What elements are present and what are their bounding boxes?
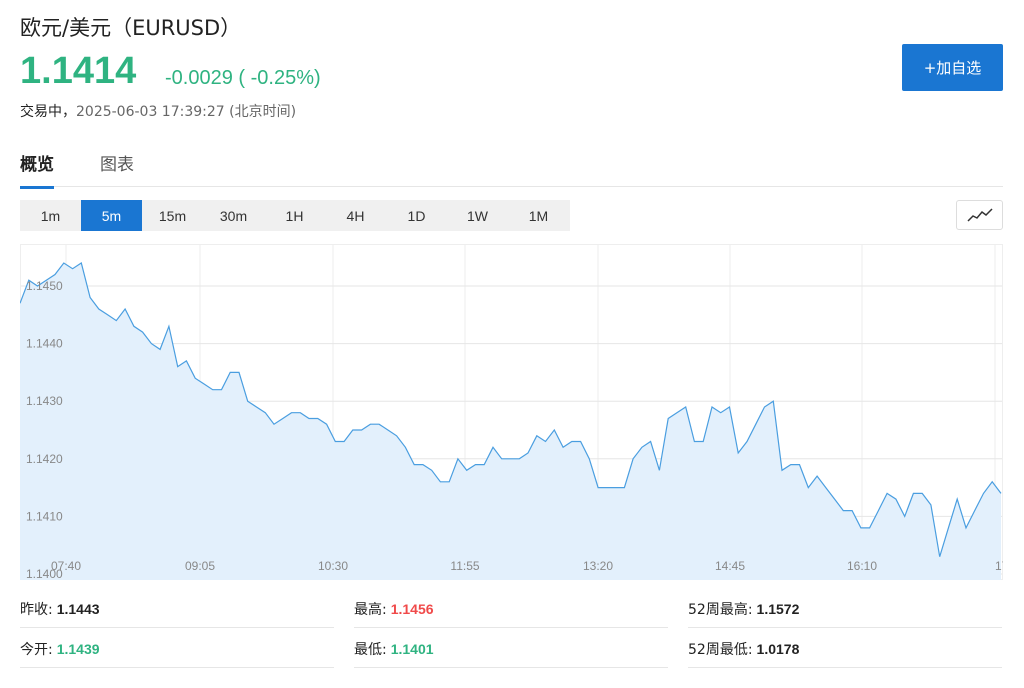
current-price: 1.1414 bbox=[20, 50, 137, 92]
stat-label: 今开: bbox=[20, 641, 53, 658]
period-selector: 1m 5m 15m 30m 1H 4H 1D 1W 1M bbox=[20, 200, 570, 231]
period-1mo[interactable]: 1M bbox=[528, 207, 549, 224]
tab-overview[interactable]: 概览 bbox=[20, 150, 54, 189]
price-change: -0.0029 ( -0.25%) bbox=[165, 67, 321, 89]
period-5m[interactable]: 5m bbox=[81, 200, 142, 231]
stat-value: 1.0178 bbox=[756, 640, 800, 657]
period-4h[interactable]: 4H bbox=[346, 207, 365, 224]
x-tick-label: 14:45 bbox=[715, 559, 745, 573]
period-1m[interactable]: 1m bbox=[40, 207, 61, 224]
chart-area-fill bbox=[20, 263, 1001, 580]
add-watchlist-button[interactable]: +加自选 bbox=[902, 44, 1003, 91]
stat-label: 最低: bbox=[354, 641, 387, 658]
period-1d[interactable]: 1D bbox=[407, 207, 426, 224]
tab-bar: 概览 图表 bbox=[20, 150, 1003, 189]
stat-low: 最低: 1.1401 bbox=[354, 630, 668, 668]
stat-label: 最高: bbox=[354, 601, 387, 618]
price-chart[interactable]: 1.1400 1.1410 1.1420 1.1430 1.1440 1.1450 07:… bbox=[20, 244, 1003, 580]
stat-value: 1.1456 bbox=[390, 600, 434, 617]
trading-status: 交易中，2025-06-03 17:39:27 (北京时间) bbox=[20, 101, 296, 121]
tab-chart[interactable]: 图表 bbox=[100, 155, 134, 175]
stat-value: 1.1401 bbox=[390, 640, 434, 657]
stat-value: 1.1439 bbox=[56, 640, 100, 657]
x-tick-label: 13:20 bbox=[583, 559, 613, 573]
x-tick-label: 17:3 bbox=[995, 559, 1003, 573]
x-tick-label: 16:10 bbox=[847, 559, 877, 573]
x-tick-label: 09:05 bbox=[185, 559, 215, 573]
instrument-title: 欧元/美元（EURUSD） bbox=[20, 16, 242, 40]
timestamp: 2025-06-03 17:39:27 (北京时间) bbox=[76, 104, 297, 120]
chart-type-button[interactable] bbox=[956, 200, 1003, 230]
line-chart-icon bbox=[966, 208, 993, 222]
period-30m[interactable]: 30m bbox=[219, 207, 248, 224]
x-tick-label: 11:55 bbox=[450, 559, 479, 573]
stat-label: 52周最高: bbox=[688, 601, 753, 618]
y-tick-label: 1.1430 bbox=[26, 394, 63, 408]
stat-label: 昨收: bbox=[20, 601, 53, 618]
stat-value: 1.1572 bbox=[756, 600, 800, 617]
x-tick-label: 10:30 bbox=[318, 559, 348, 573]
period-1h[interactable]: 1H bbox=[285, 207, 304, 224]
stat-label: 52周最低: bbox=[688, 641, 753, 658]
y-tick-label: 1.1440 bbox=[26, 337, 63, 351]
status-label: 交易中， bbox=[20, 104, 76, 120]
stat-value: 1.1443 bbox=[56, 600, 100, 617]
stat-prev-close: 昨收: 1.1443 bbox=[20, 590, 334, 628]
period-15m[interactable]: 15m bbox=[158, 207, 187, 224]
y-tick-label: 1.1410 bbox=[26, 509, 63, 523]
chart-svg: 1.1400 1.1410 1.1420 1.1430 1.1440 1.1450 07:… bbox=[20, 244, 1003, 580]
period-1w[interactable]: 1W bbox=[467, 207, 488, 224]
stat-high: 最高: 1.1456 bbox=[354, 590, 668, 628]
stat-open: 今开: 1.1439 bbox=[20, 630, 334, 668]
chart-price-line bbox=[20, 262, 1002, 557]
y-tick-label: 1.1420 bbox=[26, 452, 63, 466]
y-tick-label: 1.1400 bbox=[26, 567, 63, 580]
x-tick-label: 07:40 bbox=[51, 559, 81, 573]
stat-52w-low: 52周最低: 1.0178 bbox=[688, 630, 1002, 668]
stat-52w-high: 52周最高: 1.1572 bbox=[688, 590, 1002, 628]
y-tick-label: 1.1450 bbox=[26, 279, 63, 293]
